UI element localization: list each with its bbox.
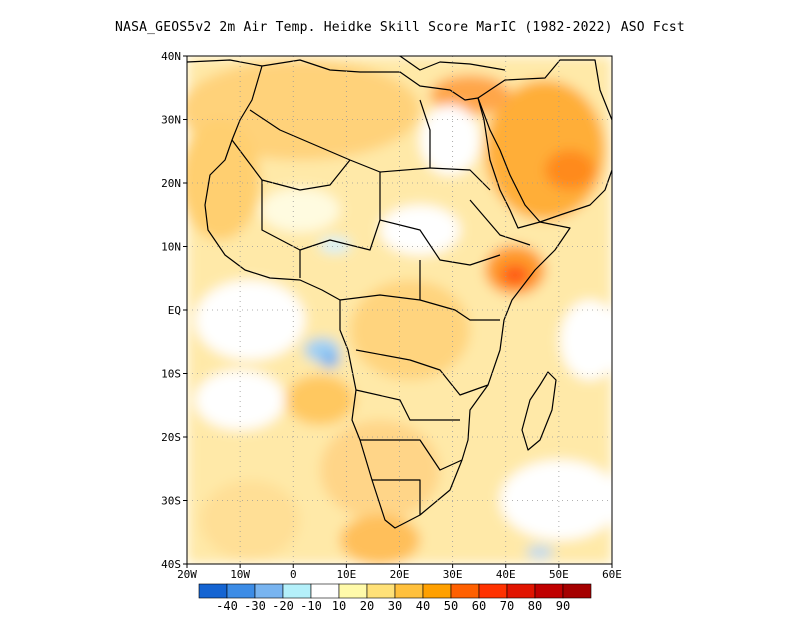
latitude-axis: 40N 30N 20N 10N EQ 10S 20S 30S 40S [161, 50, 187, 571]
y-tick-label: 10S [161, 368, 181, 381]
x-tick-label: 20W [177, 568, 197, 581]
colorbar-swatch [366, 583, 396, 599]
longitude-axis: 20W 10W 0 10E 20E 30E 40E 50E 60E [177, 564, 622, 581]
madagascar-outline [521, 371, 557, 451]
colorbar-label: -40 [216, 599, 238, 613]
x-tick-label: 40E [496, 568, 516, 581]
x-tick-label: 10E [336, 568, 356, 581]
colorbar-swatch [226, 583, 256, 599]
y-tick-label: 30S [161, 495, 181, 508]
y-tick-label: 10N [161, 241, 181, 254]
x-tick-label: 60E [602, 568, 622, 581]
y-tick-label: 20S [161, 431, 181, 444]
country-borders [187, 56, 612, 529]
colorbar-label: 70 [500, 599, 514, 613]
graticule [187, 56, 612, 564]
colorbar-label: -30 [244, 599, 266, 613]
colorbar-label: -10 [300, 599, 322, 613]
colorbar-label: 10 [332, 599, 346, 613]
colorbar-label: 30 [388, 599, 402, 613]
colorbar-swatch [534, 583, 564, 599]
colorbar-label: 50 [444, 599, 458, 613]
map-plot-area [186, 55, 613, 565]
colorbar-swatch [310, 583, 340, 599]
colorbar-swatch [450, 583, 480, 599]
colorbar-label: 40 [416, 599, 430, 613]
x-tick-label: 50E [549, 568, 569, 581]
colorbar-label: 80 [528, 599, 542, 613]
colorbar-swatch [282, 583, 312, 599]
colorbar-swatch [478, 583, 508, 599]
x-tick-label: 10W [230, 568, 250, 581]
y-tick-label: 40N [161, 50, 181, 63]
colorbar-swatch [562, 583, 592, 599]
colorbar-swatch [198, 583, 228, 599]
colorbar-label: 20 [360, 599, 374, 613]
colorbar-swatch [422, 583, 452, 599]
map-title: NASA_GEOS5v2 2m Air Temp. Heidke Skill S… [115, 20, 685, 35]
x-tick-label: 30E [443, 568, 463, 581]
x-tick-label: 0 [290, 568, 297, 581]
x-tick-label: 20E [390, 568, 410, 581]
colorbar-swatch [506, 583, 536, 599]
colorbar-swatch [394, 583, 424, 599]
colorbar-label: 60 [472, 599, 486, 613]
skill-score-field [187, 56, 612, 564]
arabia-coastline [477, 59, 612, 223]
y-tick-label: 30N [161, 114, 181, 127]
colorbar-swatch [254, 583, 284, 599]
y-tick-label: 20N [161, 177, 181, 190]
colorbar: -40 -30 -20 -10 10 20 30 40 50 60 70 80 90 [198, 583, 592, 613]
y-tick-label: 40S [161, 558, 181, 571]
colorbar-label: -20 [272, 599, 294, 613]
colorbar-label: 90 [556, 599, 570, 613]
y-tick-label: EQ [168, 304, 181, 317]
colorbar-swatch [338, 583, 368, 599]
